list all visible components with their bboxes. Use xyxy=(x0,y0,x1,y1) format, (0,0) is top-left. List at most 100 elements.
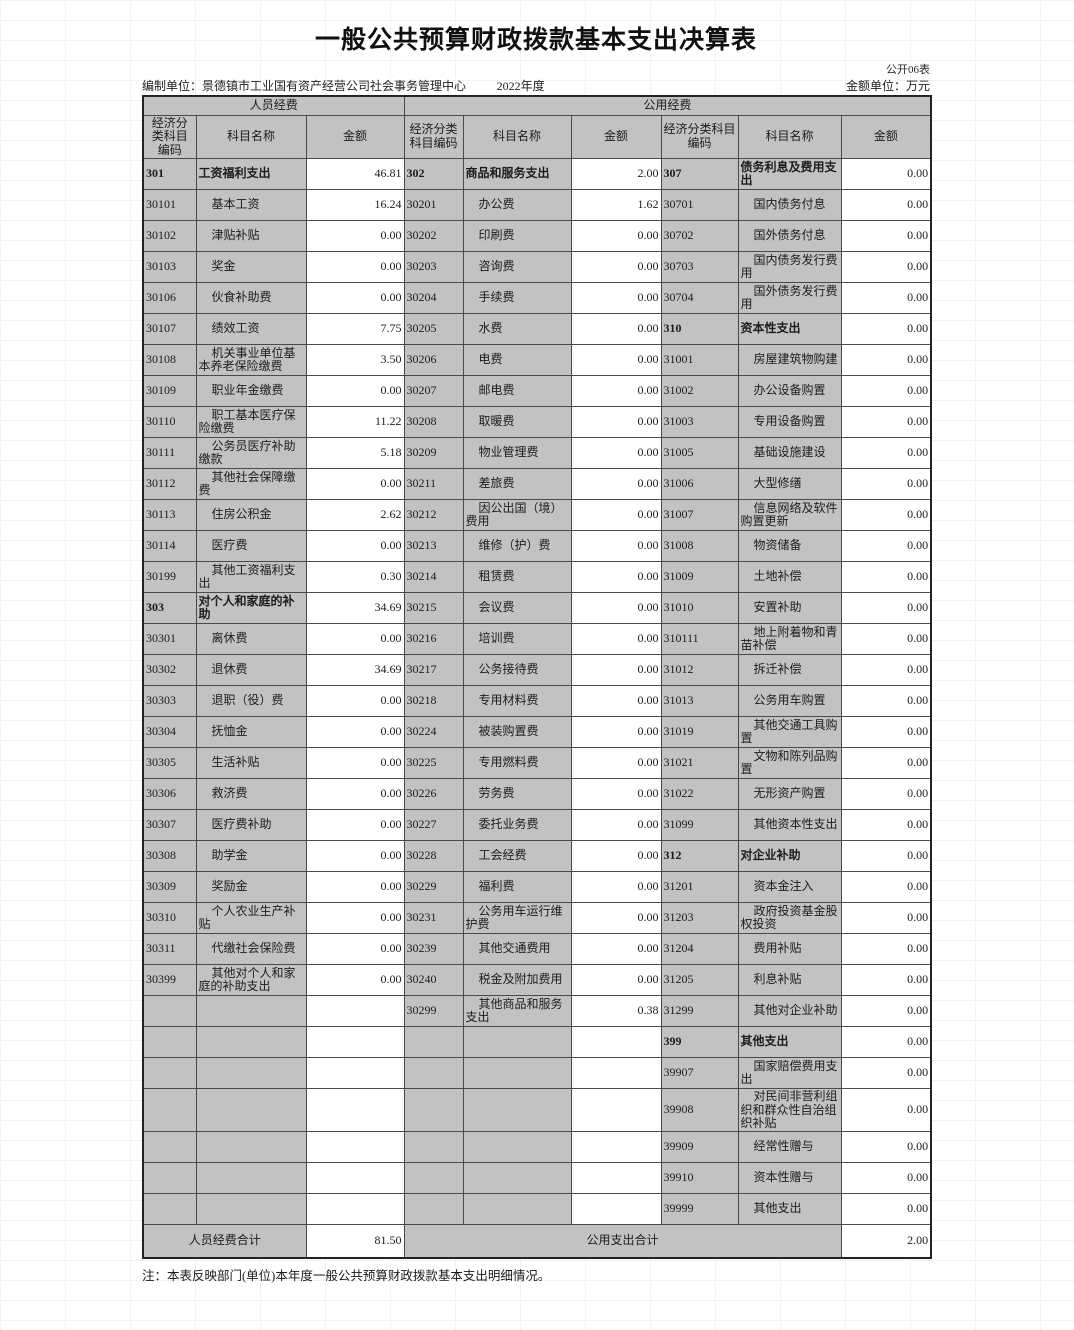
economic-code-cell: 31006 xyxy=(660,468,739,500)
subject-name-cell: 维修（护）费 xyxy=(462,530,572,562)
economic-code-cell: 30231 xyxy=(403,902,464,934)
amount-cell: 0.00 xyxy=(570,654,662,686)
economic-code-cell: 30224 xyxy=(403,716,464,748)
subject-name-cell xyxy=(462,1057,572,1089)
subject-name-cell xyxy=(462,1088,572,1132)
column-header-amount-3: 金额 xyxy=(840,114,932,159)
amount-cell: 0.00 xyxy=(840,1088,932,1132)
amount-cell: 0.00 xyxy=(570,716,662,748)
prepared-by-label: 编制单位：景德镇市工业国有资产经营公司社会事务管理中心 xyxy=(142,79,467,93)
economic-code-cell: 307 xyxy=(660,158,739,190)
amount-unit-label: 金额单位：万元 xyxy=(845,79,930,93)
subject-name-cell: 其他对个人和家庭的补助支出 xyxy=(195,964,307,996)
subject-name-cell: 津贴补贴 xyxy=(195,220,307,252)
subject-name-cell: 电费 xyxy=(462,344,572,376)
economic-code-cell: 30215 xyxy=(403,592,464,624)
economic-code-cell: 31203 xyxy=(660,902,739,934)
subject-name-cell: 离休费 xyxy=(195,623,307,655)
subject-name-cell: 安置补助 xyxy=(737,592,842,624)
amount-cell: 0.00 xyxy=(840,406,932,438)
economic-code-cell: 30208 xyxy=(403,406,464,438)
economic-code-cell: 30113 xyxy=(142,499,197,531)
economic-code-cell: 30204 xyxy=(403,282,464,314)
amount-cell: 46.81 xyxy=(305,158,405,190)
table-row: 30399 其他对个人和家庭的补助支出 0.00 30240 税金及附加费用 0.00 31… xyxy=(142,964,932,996)
amount-cell: 0.00 xyxy=(840,592,932,624)
amount-cell: 0.00 xyxy=(570,437,662,469)
subject-name-cell: 物资储备 xyxy=(737,530,842,562)
amount-cell: 34.69 xyxy=(305,592,405,624)
subject-name-cell: 被装购置费 xyxy=(462,716,572,748)
amount-cell: 0.00 xyxy=(840,623,932,655)
subject-name-cell: 公务接待费 xyxy=(462,654,572,686)
economic-code-cell: 30703 xyxy=(660,251,739,283)
subject-name-cell: 工资福利支出 xyxy=(195,158,307,190)
subject-name-cell: 差旅费 xyxy=(462,468,572,500)
subject-name-cell: 退休费 xyxy=(195,654,307,686)
amount-cell xyxy=(570,1162,662,1194)
economic-code-cell: 31021 xyxy=(660,747,739,779)
subject-name-cell: 租赁费 xyxy=(462,561,572,593)
amount-cell xyxy=(305,1026,405,1058)
amount-cell: 0.00 xyxy=(570,933,662,965)
amount-cell xyxy=(570,1026,662,1058)
amount-cell: 0.00 xyxy=(570,530,662,562)
table-row: 30108 机关事业单位基本养老保险缴费 3.50 30206 电费 0.00 31001 房… xyxy=(142,344,932,376)
subject-name-cell: 公务员医疗补助缴款 xyxy=(195,437,307,469)
economic-code-cell: 30107 xyxy=(142,313,197,345)
economic-code-cell: 30240 xyxy=(403,964,464,996)
subject-name-cell: 公务用车运行维护费 xyxy=(462,902,572,934)
economic-code-cell: 30214 xyxy=(403,561,464,593)
economic-code-cell: 30306 xyxy=(142,778,197,810)
economic-code-cell: 30203 xyxy=(403,251,464,283)
subject-name-cell: 无形资产购置 xyxy=(737,778,842,810)
subject-name-cell: 水费 xyxy=(462,313,572,345)
table-row: 399 其他支出 0.00 xyxy=(142,1026,932,1058)
amount-cell: 0.00 xyxy=(840,282,932,314)
column-header-code-1: 经济分类科目编码 xyxy=(142,114,197,159)
subject-name-cell: 国家赔偿费用支出 xyxy=(737,1057,842,1089)
table-row: 39907 国家赔偿费用支出 0.00 xyxy=(142,1057,932,1089)
amount-cell: 0.00 xyxy=(305,778,405,810)
table-row: 30301 离休费 0.00 30216 培训费 0.00 310111 地上附着物和青苗补偿… xyxy=(142,623,932,655)
economic-code-cell: 30114 xyxy=(142,530,197,562)
economic-code-cell: 31005 xyxy=(660,437,739,469)
amount-cell: 0.00 xyxy=(840,685,932,717)
subject-name-cell: 对个人和家庭的补助 xyxy=(195,592,307,624)
table-row: 30304 抚恤金 0.00 30224 被装购置费 0.00 31019 其他交通工具购置 0… xyxy=(142,716,932,748)
economic-code-cell: 31013 xyxy=(660,685,739,717)
table-row: 30306 救济费 0.00 30226 劳务费 0.00 31022 无形资产购置 0.00 xyxy=(142,778,932,810)
subject-name-cell: 国内债务付息 xyxy=(737,189,842,221)
table-row: 30307 医疗费补助 0.00 30227 委托业务费 0.00 31099 其他资本性支出… xyxy=(142,809,932,841)
amount-cell: 0.00 xyxy=(570,282,662,314)
economic-code-cell: 30212 xyxy=(403,499,464,531)
economic-code-cell: 39908 xyxy=(660,1088,739,1132)
economic-code-cell: 39910 xyxy=(660,1162,739,1194)
amount-cell: 0.00 xyxy=(570,592,662,624)
economic-code-cell: 30111 xyxy=(142,437,197,469)
subject-name-cell: 费用补贴 xyxy=(737,933,842,965)
amount-cell: 0.00 xyxy=(305,747,405,779)
economic-code-cell: 30228 xyxy=(403,840,464,872)
economic-code-cell: 30202 xyxy=(403,220,464,252)
page-title: 一般公共预算财政拨款基本支出决算表 xyxy=(314,27,757,54)
amount-cell: 0.30 xyxy=(305,561,405,593)
subject-name-cell: 退职（役）费 xyxy=(195,685,307,717)
amount-cell: 2.62 xyxy=(305,499,405,531)
table-row: 30310 个人农业生产补贴 0.00 30231 公务用车运行维护费 0.00 31203… xyxy=(142,902,932,934)
table-row: 30113 住房公积金 2.62 30212 因公出国（境）费用 0.00 31007 信息网… xyxy=(142,499,932,531)
economic-code-cell: 39909 xyxy=(660,1131,739,1163)
economic-code-cell: 31003 xyxy=(660,406,739,438)
table-row: 30311 代缴社会保险费 0.00 30239 其他交通费用 0.00 31204 费用补贴… xyxy=(142,933,932,965)
economic-code-cell: 31019 xyxy=(660,716,739,748)
amount-cell: 0.00 xyxy=(840,344,932,376)
amount-cell: 1.62 xyxy=(570,189,662,221)
economic-code-cell: 310 xyxy=(660,313,739,345)
subject-name-cell: 资本性赠与 xyxy=(737,1162,842,1194)
subject-name-cell: 手续费 xyxy=(462,282,572,314)
table-row: 30112 其他社会保障缴费 0.00 30211 差旅费 0.00 31006 大型修缮 0.… xyxy=(142,468,932,500)
subject-name-cell: 邮电费 xyxy=(462,375,572,407)
amount-cell: 16.24 xyxy=(305,189,405,221)
report-sheet: 一般公共预算财政拨款基本支出决算表 公开06表 编制单位：景德镇市工业国有资产经… xyxy=(142,0,933,1284)
economic-code-cell: 30309 xyxy=(142,871,197,903)
